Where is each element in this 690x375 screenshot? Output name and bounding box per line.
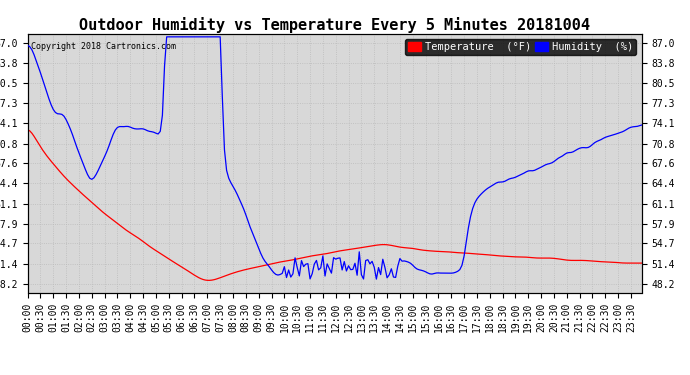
- Legend: Temperature  (°F), Humidity  (%): Temperature (°F), Humidity (%): [405, 39, 636, 55]
- Title: Outdoor Humidity vs Temperature Every 5 Minutes 20181004: Outdoor Humidity vs Temperature Every 5 …: [79, 16, 590, 33]
- Text: Copyright 2018 Cartronics.com: Copyright 2018 Cartronics.com: [30, 42, 176, 51]
